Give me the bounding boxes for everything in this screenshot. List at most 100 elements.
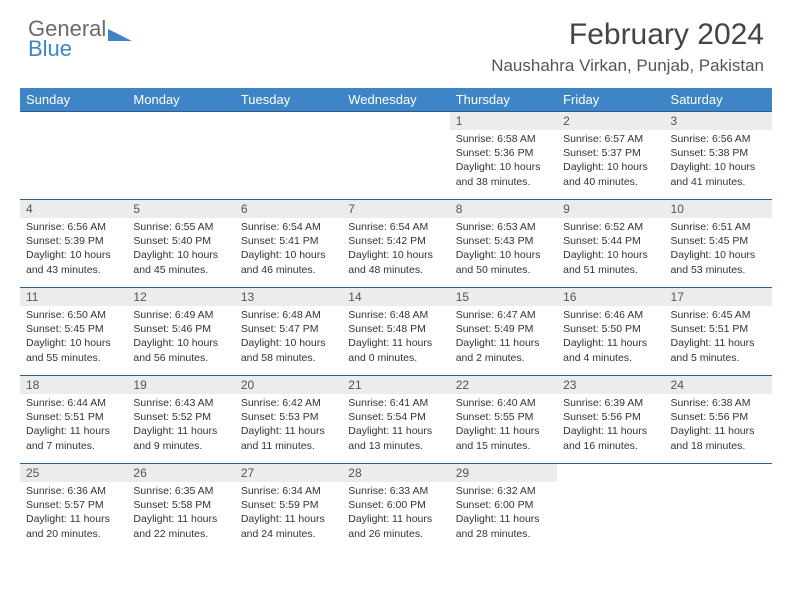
sunset-line: Sunset: 5:51 PM — [671, 322, 766, 336]
day-cell: 6Sunrise: 6:54 AMSunset: 5:41 PMDaylight… — [235, 199, 342, 287]
day-data: Sunrise: 6:49 AMSunset: 5:46 PMDaylight:… — [127, 306, 234, 369]
day-data: Sunrise: 6:54 AMSunset: 5:41 PMDaylight:… — [235, 218, 342, 281]
calendar-row: 4Sunrise: 6:56 AMSunset: 5:39 PMDaylight… — [20, 199, 772, 287]
logo: General Blue — [28, 18, 132, 60]
sunrise-line: Sunrise: 6:41 AM — [348, 396, 443, 410]
empty-daynum — [20, 111, 127, 131]
day-cell: 29Sunrise: 6:32 AMSunset: 6:00 PMDayligh… — [450, 463, 557, 551]
location: Naushahra Virkan, Punjab, Pakistan — [491, 56, 764, 76]
sunset-line: Sunset: 5:40 PM — [133, 234, 228, 248]
empty-daynum — [557, 463, 664, 483]
day-cell: 23Sunrise: 6:39 AMSunset: 5:56 PMDayligh… — [557, 375, 664, 463]
day-number: 10 — [665, 199, 772, 218]
day-cell: 16Sunrise: 6:46 AMSunset: 5:50 PMDayligh… — [557, 287, 664, 375]
day-cell: 7Sunrise: 6:54 AMSunset: 5:42 PMDaylight… — [342, 199, 449, 287]
sunset-line: Sunset: 5:55 PM — [456, 410, 551, 424]
day-number: 26 — [127, 463, 234, 482]
sunset-line: Sunset: 5:45 PM — [26, 322, 121, 336]
day-number: 23 — [557, 375, 664, 394]
empty-cell — [235, 111, 342, 199]
day-data: Sunrise: 6:53 AMSunset: 5:43 PMDaylight:… — [450, 218, 557, 281]
day-number: 15 — [450, 287, 557, 306]
sunrise-line: Sunrise: 6:54 AM — [348, 220, 443, 234]
daylight-line: Daylight: 11 hours and 9 minutes. — [133, 424, 228, 452]
logo-line2: Blue — [28, 38, 106, 60]
sunrise-line: Sunrise: 6:39 AM — [563, 396, 658, 410]
sunset-line: Sunset: 5:54 PM — [348, 410, 443, 424]
day-number: 22 — [450, 375, 557, 394]
day-number: 3 — [665, 111, 772, 130]
daylight-line: Daylight: 11 hours and 4 minutes. — [563, 336, 658, 364]
day-number: 13 — [235, 287, 342, 306]
empty-daynum — [127, 111, 234, 131]
sunset-line: Sunset: 5:38 PM — [671, 146, 766, 160]
day-cell: 1Sunrise: 6:58 AMSunset: 5:36 PMDaylight… — [450, 111, 557, 199]
sunset-line: Sunset: 5:43 PM — [456, 234, 551, 248]
day-data: Sunrise: 6:56 AMSunset: 5:38 PMDaylight:… — [665, 130, 772, 193]
day-number: 9 — [557, 199, 664, 218]
daylight-line: Daylight: 11 hours and 5 minutes. — [671, 336, 766, 364]
day-data: Sunrise: 6:51 AMSunset: 5:45 PMDaylight:… — [665, 218, 772, 281]
daylight-line: Daylight: 10 hours and 51 minutes. — [563, 248, 658, 276]
logo-triangle-icon — [108, 24, 132, 48]
daylight-line: Daylight: 10 hours and 43 minutes. — [26, 248, 121, 276]
dayname-row: Sunday Monday Tuesday Wednesday Thursday… — [20, 88, 772, 111]
day-number: 18 — [20, 375, 127, 394]
sunrise-line: Sunrise: 6:48 AM — [348, 308, 443, 322]
day-data: Sunrise: 6:41 AMSunset: 5:54 PMDaylight:… — [342, 394, 449, 457]
day-number: 20 — [235, 375, 342, 394]
daylight-line: Daylight: 11 hours and 7 minutes. — [26, 424, 121, 452]
calendar-row: 11Sunrise: 6:50 AMSunset: 5:45 PMDayligh… — [20, 287, 772, 375]
day-cell: 4Sunrise: 6:56 AMSunset: 5:39 PMDaylight… — [20, 199, 127, 287]
sunset-line: Sunset: 5:37 PM — [563, 146, 658, 160]
day-cell: 28Sunrise: 6:33 AMSunset: 6:00 PMDayligh… — [342, 463, 449, 551]
day-number: 5 — [127, 199, 234, 218]
daylight-line: Daylight: 11 hours and 22 minutes. — [133, 512, 228, 540]
day-data: Sunrise: 6:55 AMSunset: 5:40 PMDaylight:… — [127, 218, 234, 281]
day-cell: 10Sunrise: 6:51 AMSunset: 5:45 PMDayligh… — [665, 199, 772, 287]
day-cell: 13Sunrise: 6:48 AMSunset: 5:47 PMDayligh… — [235, 287, 342, 375]
day-number: 25 — [20, 463, 127, 482]
sunset-line: Sunset: 5:57 PM — [26, 498, 121, 512]
sunrise-line: Sunrise: 6:32 AM — [456, 484, 551, 498]
sunset-line: Sunset: 5:53 PM — [241, 410, 336, 424]
day-number: 2 — [557, 111, 664, 130]
daylight-line: Daylight: 11 hours and 18 minutes. — [671, 424, 766, 452]
sunset-line: Sunset: 5:41 PM — [241, 234, 336, 248]
day-data: Sunrise: 6:35 AMSunset: 5:58 PMDaylight:… — [127, 482, 234, 545]
day-data: Sunrise: 6:46 AMSunset: 5:50 PMDaylight:… — [557, 306, 664, 369]
daylight-line: Daylight: 10 hours and 48 minutes. — [348, 248, 443, 276]
day-data: Sunrise: 6:39 AMSunset: 5:56 PMDaylight:… — [557, 394, 664, 457]
day-data: Sunrise: 6:42 AMSunset: 5:53 PMDaylight:… — [235, 394, 342, 457]
sunrise-line: Sunrise: 6:46 AM — [563, 308, 658, 322]
daylight-line: Daylight: 10 hours and 41 minutes. — [671, 160, 766, 188]
day-number: 8 — [450, 199, 557, 218]
header: General Blue February 2024 Naushahra Vir… — [0, 0, 792, 82]
daylight-line: Daylight: 10 hours and 55 minutes. — [26, 336, 121, 364]
sunrise-line: Sunrise: 6:38 AM — [671, 396, 766, 410]
calendar-row: 1Sunrise: 6:58 AMSunset: 5:36 PMDaylight… — [20, 111, 772, 199]
dayname-sun: Sunday — [20, 88, 127, 111]
empty-cell — [20, 111, 127, 199]
sunset-line: Sunset: 5:46 PM — [133, 322, 228, 336]
sunset-line: Sunset: 5:58 PM — [133, 498, 228, 512]
sunset-line: Sunset: 5:51 PM — [26, 410, 121, 424]
day-data: Sunrise: 6:44 AMSunset: 5:51 PMDaylight:… — [20, 394, 127, 457]
daylight-line: Daylight: 11 hours and 24 minutes. — [241, 512, 336, 540]
sunset-line: Sunset: 5:50 PM — [563, 322, 658, 336]
daylight-line: Daylight: 11 hours and 13 minutes. — [348, 424, 443, 452]
day-cell: 17Sunrise: 6:45 AMSunset: 5:51 PMDayligh… — [665, 287, 772, 375]
sunrise-line: Sunrise: 6:36 AM — [26, 484, 121, 498]
sunrise-line: Sunrise: 6:53 AM — [456, 220, 551, 234]
sunrise-line: Sunrise: 6:56 AM — [671, 132, 766, 146]
day-data: Sunrise: 6:56 AMSunset: 5:39 PMDaylight:… — [20, 218, 127, 281]
daylight-line: Daylight: 11 hours and 0 minutes. — [348, 336, 443, 364]
day-number: 27 — [235, 463, 342, 482]
day-cell: 15Sunrise: 6:47 AMSunset: 5:49 PMDayligh… — [450, 287, 557, 375]
dayname-wed: Wednesday — [342, 88, 449, 111]
day-number: 17 — [665, 287, 772, 306]
daylight-line: Daylight: 10 hours and 53 minutes. — [671, 248, 766, 276]
daylight-line: Daylight: 10 hours and 45 minutes. — [133, 248, 228, 276]
daylight-line: Daylight: 11 hours and 28 minutes. — [456, 512, 551, 540]
dayname-tue: Tuesday — [235, 88, 342, 111]
